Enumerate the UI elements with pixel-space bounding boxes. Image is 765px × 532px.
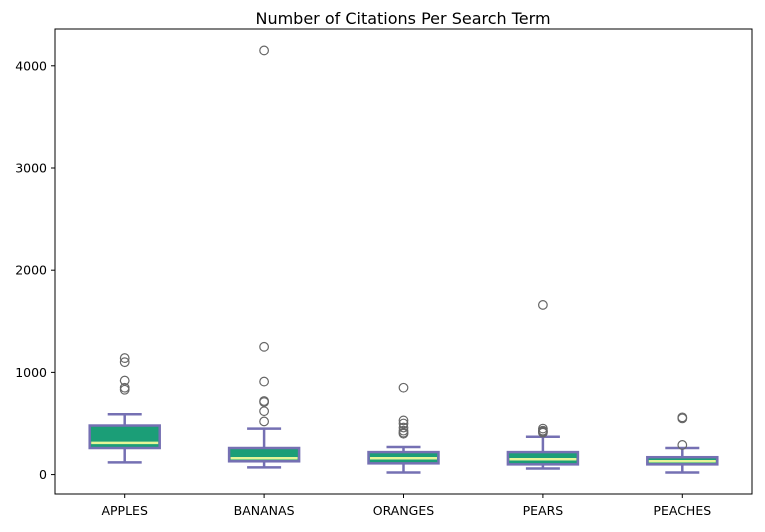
box-group-oranges [367,382,440,474]
y-tick-label: 1000 [15,365,47,380]
outlier-point [259,45,270,56]
x-axis: APPLES BANANAS ORANGES PEARS PEACHES [101,494,711,518]
box-group-peaches [646,412,719,474]
box-group-bananas [227,45,301,469]
x-tick-label: ORANGES [373,503,435,518]
chart-title: Number of Citations Per Search Term [255,9,550,28]
y-axis: 0 1000 2000 3000 4000 [15,58,55,482]
outlier-point [119,384,130,395]
outlier-point [119,353,130,363]
outlier-point [259,376,270,387]
outlier-point [677,440,688,450]
outlier-point [677,413,688,424]
outlier-point [259,341,270,352]
outlier-point [538,427,548,438]
outlier-point [398,415,409,426]
y-tick-label: 2000 [15,263,47,278]
x-tick-label: BANANAS [234,503,295,518]
outlier-point [259,406,270,417]
y-tick-label: 4000 [15,58,47,73]
box-apples [88,424,161,450]
outlier-point [398,382,409,393]
box-group-apples [88,353,161,464]
outlier-point [538,300,548,310]
y-tick-label: 0 [39,467,47,482]
x-tick-label: PEACHES [653,503,711,518]
x-tick-label: PEARS [523,503,564,518]
outlier-point [398,422,409,433]
y-tick-label: 3000 [15,160,47,175]
outlier-point [259,416,270,427]
plot-marks [88,45,719,474]
outlier-point [119,357,130,368]
outlier-point [398,428,409,439]
box-group-pears [506,300,580,470]
x-tick-label: APPLES [101,503,147,518]
